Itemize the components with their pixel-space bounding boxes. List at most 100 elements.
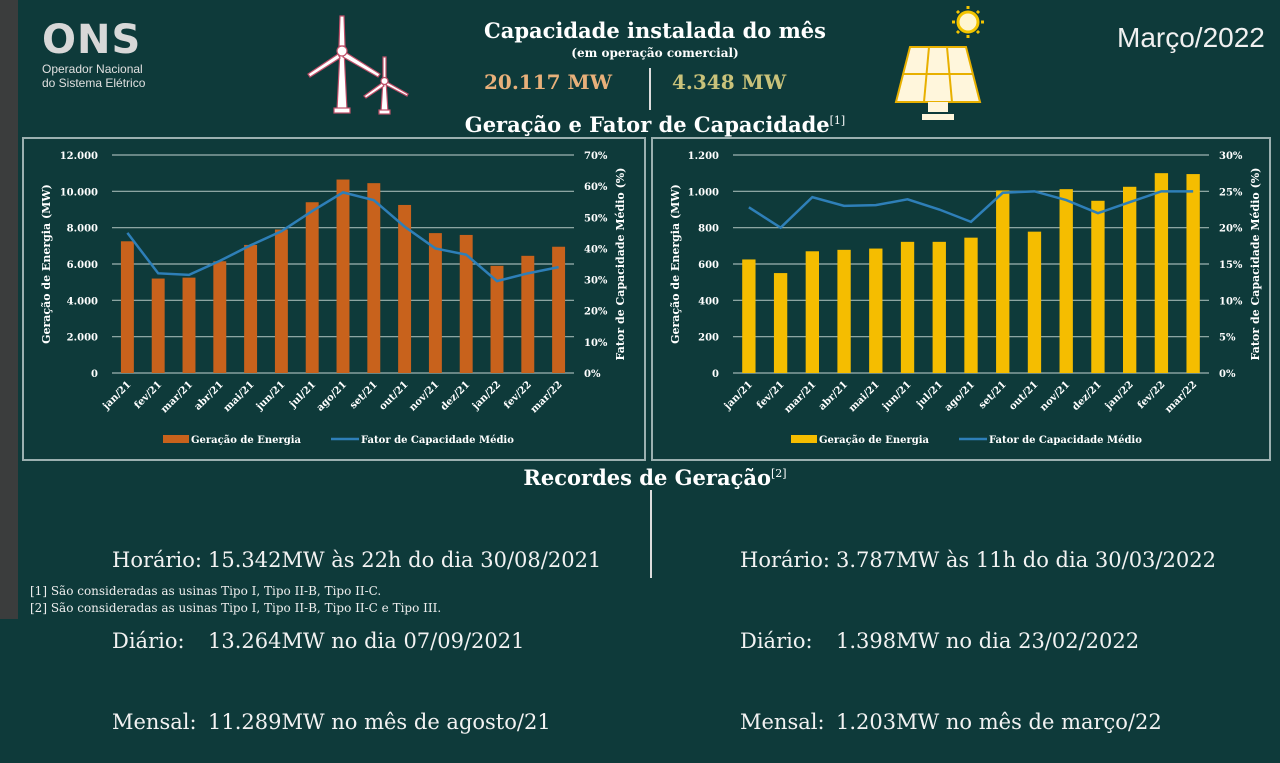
bar-jan-22 bbox=[490, 265, 504, 373]
solar-capacity-value: 4.348 MW bbox=[672, 70, 787, 94]
x-tick-label: mai/21 bbox=[847, 379, 882, 414]
legend-line-label: Fator de Capacidade Médio bbox=[989, 435, 1142, 446]
wind-turbine-icon bbox=[307, 15, 409, 115]
capacity-subtitle: (em operação comercial) bbox=[571, 46, 739, 60]
bar-fev-21 bbox=[773, 273, 788, 373]
x-tick-label: mai/21 bbox=[222, 379, 257, 414]
y-tick-label: 200 bbox=[698, 333, 719, 344]
x-tick-label: fev/22 bbox=[1136, 379, 1168, 411]
bar-jul-21 bbox=[932, 241, 946, 373]
y-tick-label: 1.000 bbox=[688, 187, 719, 198]
bar-mar-22 bbox=[552, 246, 566, 373]
x-tick-label: jun/21 bbox=[254, 379, 288, 413]
x-tick-label: jun/21 bbox=[880, 379, 914, 413]
bar-mai-21 bbox=[244, 244, 258, 373]
wind-chart-panel: 0 2.000 4.000 6.000 8.000 10.000 12.000 0% 10% 20… bbox=[22, 137, 646, 461]
x-tick-label: ago/21 bbox=[315, 379, 349, 413]
bar-mai-21 bbox=[869, 248, 883, 373]
bar-jul-21 bbox=[305, 202, 319, 373]
legend-bar-label: Geração de Energia bbox=[191, 435, 302, 446]
bar-abr-21 bbox=[213, 261, 227, 373]
x-tick-label: dez/21 bbox=[1070, 379, 1104, 413]
x-tick-label: ago/21 bbox=[943, 379, 977, 413]
y2-tick-label: 20% bbox=[1219, 224, 1243, 235]
solar-panel-icon bbox=[894, 6, 984, 120]
legend-bar-swatch bbox=[791, 435, 817, 443]
logo-subtitle-2: do Sistema Elétrico bbox=[42, 76, 146, 90]
y-tick-label: 0 bbox=[91, 369, 98, 380]
sun-icon bbox=[952, 6, 984, 38]
record-hourly: Horário: 3.787MW às 11h do dia 30/03/2022 bbox=[740, 548, 1216, 572]
bar-set-21 bbox=[367, 183, 381, 373]
wind-records: Horário: 15.342MW às 22h do dia 30/08/202… bbox=[112, 493, 601, 763]
bar-jun-21 bbox=[900, 241, 915, 373]
bar-fev-21 bbox=[151, 278, 165, 373]
y-tick-label: 6.000 bbox=[67, 260, 98, 271]
y2-tick-label: 30% bbox=[584, 276, 608, 287]
legend-bar-swatch bbox=[163, 435, 189, 443]
wind-generation-chart: 0 2.000 4.000 6.000 8.000 10.000 12.000 0% 10% 20… bbox=[40, 151, 627, 446]
capacity-divider bbox=[649, 68, 651, 110]
x-tick-label: jan/22 bbox=[470, 379, 503, 412]
record-hourly: Horário: 15.342MW às 22h do dia 30/08/202… bbox=[112, 548, 602, 572]
logo-mark: ONS bbox=[42, 17, 142, 63]
y2-tick-label: 60% bbox=[584, 182, 608, 193]
record-monthly: Mensal: 11.289MW no mês de agosto/21 bbox=[112, 710, 551, 734]
x-tick-label: fev/21 bbox=[755, 379, 787, 411]
footnote-2: [2] São consideradas as usinas Tipo I, T… bbox=[30, 601, 442, 615]
bar-fev-22 bbox=[1154, 173, 1169, 373]
record-daily: Diário: 13.264MW no dia 07/09/2021 bbox=[112, 629, 525, 653]
ons-logo: ONS Operador Nacional do Sistema Elétric… bbox=[42, 18, 145, 90]
x-tick-label: mar/21 bbox=[159, 379, 195, 415]
bar-abr-21 bbox=[837, 249, 851, 373]
x-tick-label: jul/21 bbox=[914, 379, 945, 410]
bar-nov-21 bbox=[1059, 189, 1073, 373]
x-tick-label: jan/21 bbox=[722, 379, 755, 412]
footnote-1: [1] São consideradas as usinas Tipo I, T… bbox=[30, 584, 382, 598]
x-tick-label: set/21 bbox=[348, 379, 380, 411]
y2-tick-label: 30% bbox=[1219, 151, 1243, 162]
y2-tick-label: 40% bbox=[584, 244, 608, 255]
left-edge-strip bbox=[0, 0, 18, 619]
y-tick-label: 8.000 bbox=[67, 224, 98, 235]
y-tick-label: 12.000 bbox=[60, 151, 98, 162]
y-tick-label: 600 bbox=[698, 260, 719, 271]
bar-out-21 bbox=[398, 204, 412, 373]
x-tick-label: mar/21 bbox=[782, 379, 818, 415]
y2-tick-label: 50% bbox=[584, 213, 608, 224]
y2-axis-label: Fator de Capacidade Médio (%) bbox=[1249, 168, 1262, 361]
x-tick-label: jan/22 bbox=[1103, 379, 1136, 412]
y2-tick-label: 10% bbox=[584, 338, 608, 349]
footnote-ref-1: [1] bbox=[829, 114, 846, 127]
x-tick-label: nov/21 bbox=[407, 379, 441, 413]
y2-tick-label: 0% bbox=[1219, 369, 1236, 380]
bar-mar-22 bbox=[1186, 174, 1200, 373]
x-tick-label: out/21 bbox=[1007, 379, 1040, 412]
x-tick-label: mar/22 bbox=[529, 379, 565, 415]
bar-jan-21 bbox=[120, 241, 134, 373]
x-tick-label: nov/21 bbox=[1038, 379, 1072, 413]
y2-tick-label: 5% bbox=[1219, 333, 1236, 344]
y-tick-label: 4.000 bbox=[67, 296, 98, 307]
logo-subtitle-1: Operador Nacional bbox=[42, 62, 143, 76]
bar-set-21 bbox=[996, 190, 1010, 373]
footnote-ref-2: [2] bbox=[770, 467, 787, 480]
x-tick-label: abr/21 bbox=[817, 379, 850, 412]
x-tick-label: abr/21 bbox=[192, 379, 225, 412]
record-daily: Diário: 1.398MW no dia 23/02/2022 bbox=[740, 629, 1140, 653]
bar-ago-21 bbox=[336, 179, 350, 373]
y-tick-label: 1.200 bbox=[688, 151, 719, 162]
bar-dez-21 bbox=[459, 234, 473, 373]
solar-generation-chart: 0 200 400 600 800 1.000 1.200 0% 5% 10% 15% 20% 25% 3… bbox=[669, 151, 1262, 446]
bar-jun-21 bbox=[274, 229, 288, 373]
y-tick-label: 400 bbox=[698, 296, 719, 307]
wind-capacity-value: 20.117 MW bbox=[484, 70, 613, 94]
y-tick-label: 0 bbox=[712, 369, 719, 380]
bar-fev-22 bbox=[521, 255, 535, 373]
bar-jan-22 bbox=[1123, 186, 1137, 373]
y-tick-label: 2.000 bbox=[67, 333, 98, 344]
y-axis-label: Geração de Energia (MW) bbox=[669, 184, 682, 344]
bar-jan-21 bbox=[742, 259, 756, 373]
section-records-title-text: Recordes de Geração bbox=[523, 465, 771, 490]
bar-ago-21 bbox=[964, 237, 978, 373]
